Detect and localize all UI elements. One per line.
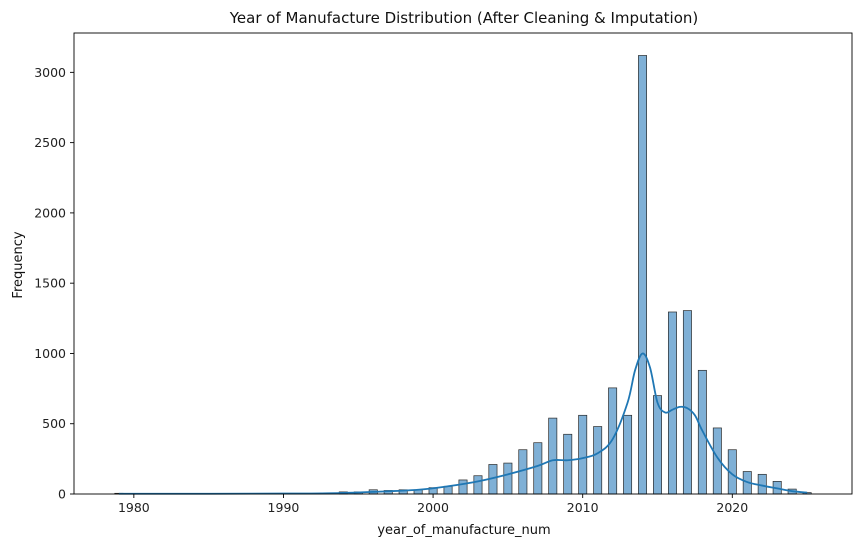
x-tick-label: 2000 [417,500,449,515]
histogram-bar [578,414,588,495]
kde-curve [118,352,808,495]
plot-frame [73,32,853,495]
histogram-bar [458,479,468,495]
histogram-bar [608,387,618,495]
y-tick-label: 500 [42,416,66,431]
histogram-bar [503,462,513,495]
y-tick-label: 0 [58,487,66,502]
y-tick-label: 1500 [34,276,66,291]
histogram-bar [533,442,543,495]
x-tick-label: 2010 [567,500,599,515]
histogram-bar [473,475,483,495]
y-axis: 0 500 1000 1500 2000 2500 3000 [34,65,74,502]
histogram-bar [653,395,662,495]
y-tick-label: 2000 [34,205,66,220]
x-tick-label: 1980 [118,500,150,515]
histogram-bar [563,433,573,495]
histogram-bars [114,55,812,495]
x-axis-label: year_of_manufacture_num [377,523,550,538]
y-tick-label: 1000 [34,346,66,361]
y-tick-label: 3000 [34,65,66,80]
y-axis-label: Frequency [11,231,26,298]
histogram-bar [638,55,648,495]
histogram-bar [682,310,692,495]
x-tick-label: 2020 [716,500,748,515]
histogram-bar [623,414,633,495]
x-axis: 1980 1990 2000 2010 2020 [118,494,748,515]
chart-title: Year of Manufacture Distribution (After … [229,9,698,27]
y-tick-label: 2500 [34,135,66,150]
histogram-bar [548,417,558,495]
histogram-bar [667,311,677,495]
histogram-bar [593,426,603,495]
x-tick-label: 1990 [268,500,300,515]
